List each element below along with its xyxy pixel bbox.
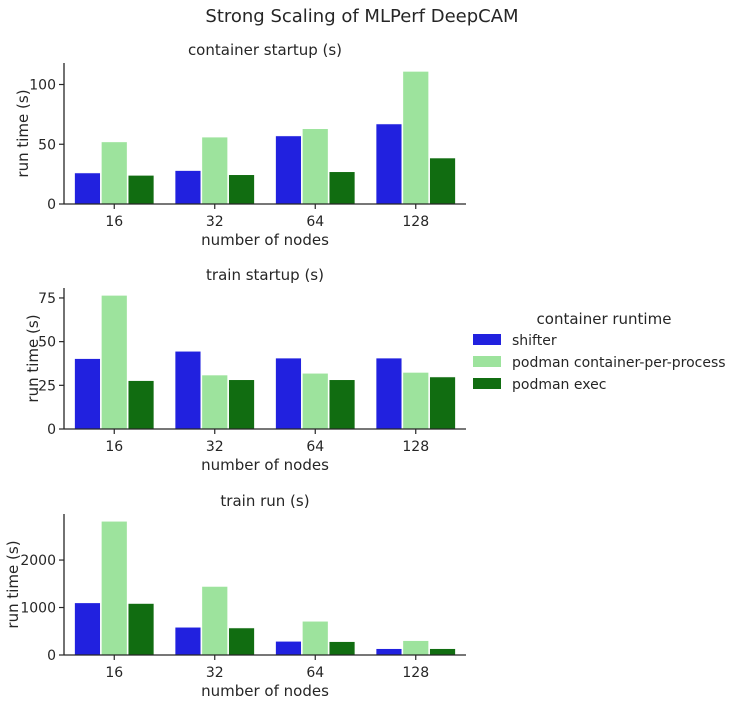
bar-shifter-64: [275, 357, 302, 430]
x-tick-label: 128: [402, 665, 429, 681]
subplot-3: train run (s) 0 1000 2000 16 32 64 128 number of…: [4, 492, 466, 700]
legend-swatch-shifter: [473, 334, 501, 345]
legend-title: container runtime: [537, 310, 672, 328]
y-tick-label: 0: [47, 422, 56, 438]
bar-shifter-32: [174, 626, 202, 656]
figure-title: Strong Scaling of MLPerf DeepCAM: [205, 6, 518, 27]
bar-podman-exec-128: [429, 157, 456, 205]
bar-podman-container-per-process-16: [101, 295, 128, 430]
legend-label-podman-cpp: podman container-per-process: [512, 355, 726, 371]
subplot-title: train startup (s): [206, 266, 324, 284]
bar-shifter-32: [174, 170, 202, 205]
x-axis-label: number of nodes: [201, 231, 329, 249]
y-tick-label: 50: [38, 335, 56, 351]
bar-podman-exec-16: [127, 380, 155, 430]
bar-podman-container-per-process-16: [101, 520, 128, 656]
x-tick-label: 32: [206, 439, 224, 455]
bar-shifter-128: [375, 357, 403, 430]
x-axis-label: number of nodes: [201, 456, 329, 474]
legend-label-podman-exec: podman exec: [512, 377, 606, 393]
bar-podman-container-per-process-16: [101, 141, 128, 205]
bar-podman-container-per-process-64: [302, 620, 329, 656]
x-tick-label: 16: [105, 439, 123, 455]
y-axis-label: run time (s): [24, 314, 42, 402]
subplot-1: container startup (s) 0 50 100 16 32 64 128 numb…: [14, 41, 466, 249]
subplot-title: container startup (s): [188, 41, 342, 59]
y-tick-label: 50: [38, 137, 56, 153]
bar-shifter-128: [375, 123, 403, 205]
bar-podman-exec-64: [328, 171, 356, 205]
y-axis-label: run time (s): [4, 540, 22, 628]
legend-swatch-podman-cpp: [473, 356, 501, 367]
bar-podman-exec-64: [328, 379, 356, 430]
x-tick-label: 16: [105, 665, 123, 681]
y-tick-label: 100: [29, 78, 56, 94]
x-tick-label: 16: [105, 214, 123, 230]
y-tick-label: 25: [38, 378, 56, 394]
bar-podman-container-per-process-128: [402, 640, 429, 656]
legend: container runtime shifter podman contain…: [473, 310, 726, 393]
y-axis-label: run time (s): [14, 89, 32, 177]
bar-podman-exec-128: [429, 376, 456, 430]
bar-podman-container-per-process-32: [201, 374, 228, 430]
y-tick-label: 0: [47, 648, 56, 664]
bar-shifter-16: [74, 358, 101, 430]
y-tick-label: 2000: [20, 553, 56, 569]
x-tick-label: 64: [306, 214, 324, 230]
y-tick-label: 0: [47, 197, 56, 213]
bar-podman-exec-32: [228, 379, 255, 430]
legend-label-shifter: shifter: [512, 333, 557, 349]
bar-shifter-16: [74, 172, 101, 205]
bar-podman-exec-64: [328, 641, 356, 656]
bar-podman-exec-16: [127, 603, 155, 656]
x-tick-label: 64: [306, 439, 324, 455]
bar-podman-container-per-process-128: [402, 372, 429, 430]
x-tick-label: 32: [206, 665, 224, 681]
bar-shifter-64: [275, 640, 302, 656]
bar-podman-container-per-process-64: [302, 372, 329, 430]
bar-shifter-64: [275, 135, 302, 205]
bar-podman-container-per-process-32: [201, 586, 228, 656]
bar-shifter-128: [375, 648, 403, 656]
bar-podman-container-per-process-64: [302, 128, 329, 205]
bar-shifter-16: [74, 602, 101, 656]
legend-swatch-podman-exec: [473, 378, 501, 389]
bar-podman-container-per-process-32: [201, 136, 228, 205]
x-tick-label: 32: [206, 214, 224, 230]
bar-podman-exec-16: [127, 175, 155, 205]
bar-podman-exec-32: [228, 174, 255, 205]
subplot-title: train run (s): [220, 492, 309, 510]
subplot-2: train startup (s) 0 25 50 75 16 32 64 128 number …: [24, 266, 466, 474]
bar-podman-exec-32: [228, 627, 255, 656]
bar-podman-container-per-process-128: [402, 71, 429, 205]
x-tick-label: 128: [402, 439, 429, 455]
x-tick-label: 64: [306, 665, 324, 681]
bar-podman-exec-128: [429, 648, 456, 656]
y-tick-label: 75: [38, 291, 56, 307]
x-tick-label: 128: [402, 214, 429, 230]
bar-shifter-32: [174, 350, 202, 430]
x-axis-label: number of nodes: [201, 682, 329, 700]
y-tick-label: 1000: [20, 601, 56, 617]
